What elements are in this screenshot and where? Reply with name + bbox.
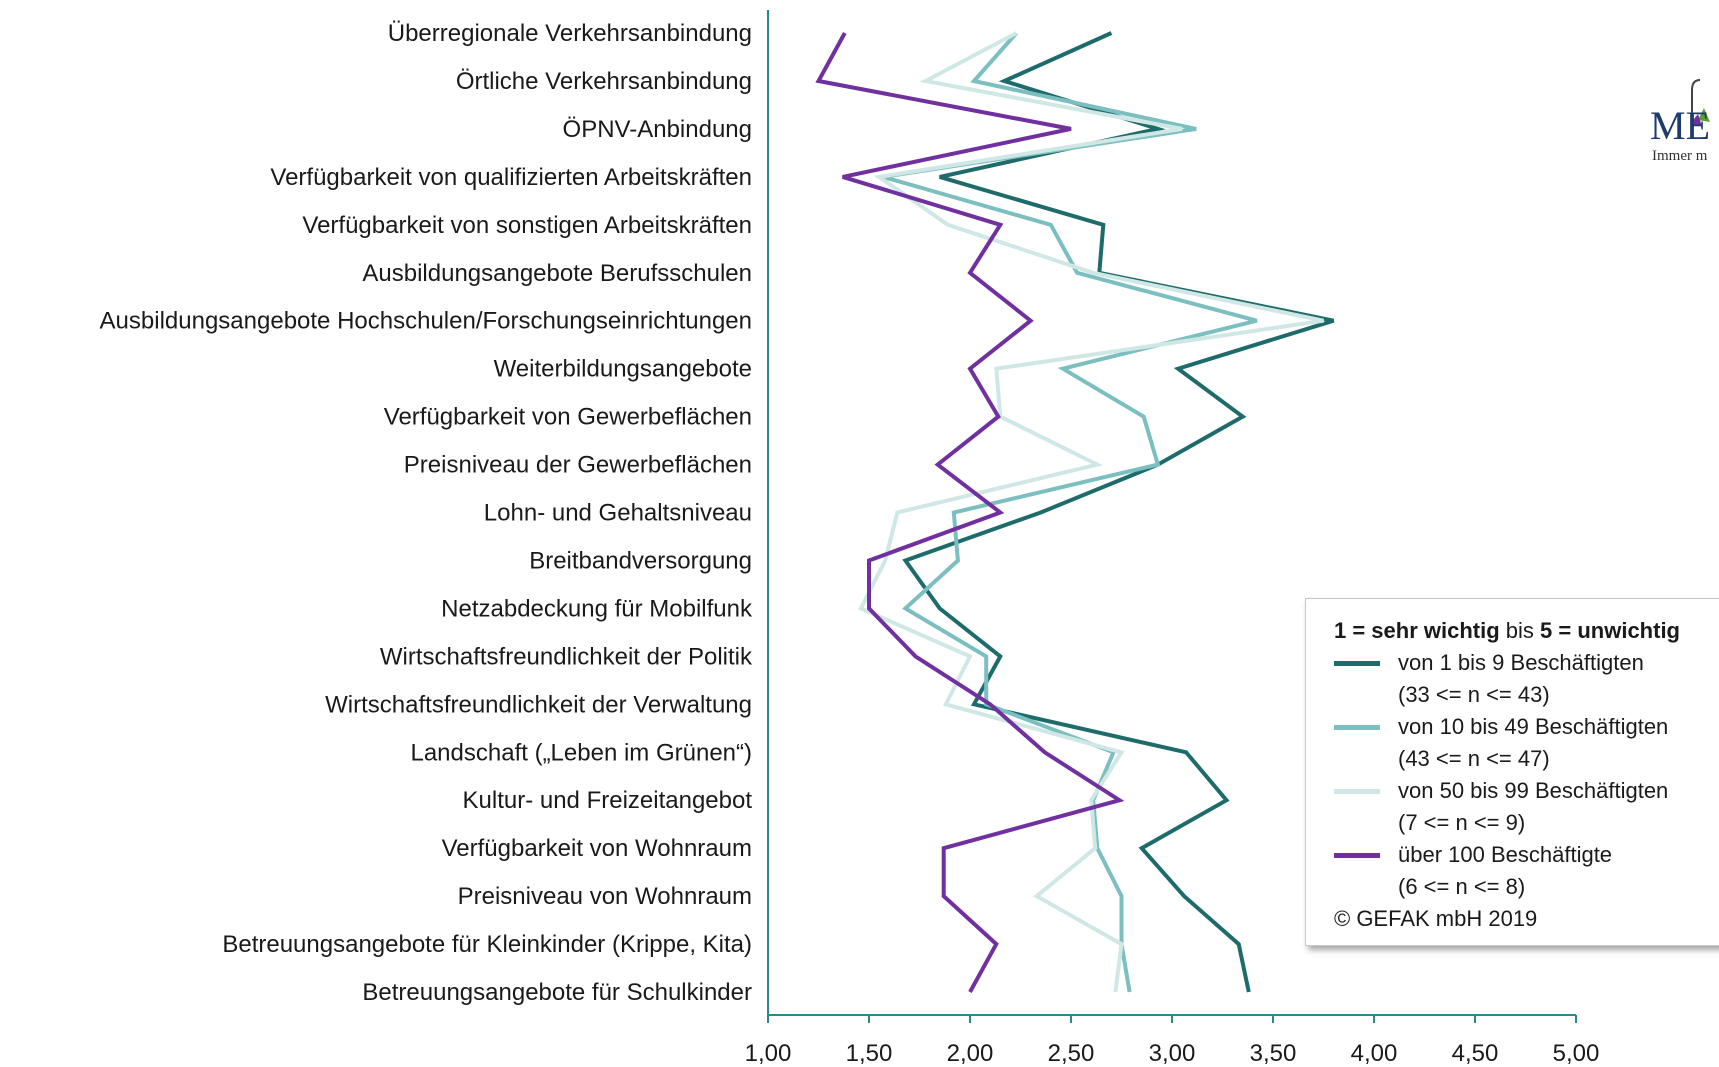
category-label: Überregionale Verkehrsanbindung [388,20,752,47]
legend-label: über 100 Beschäftigte [1398,842,1613,867]
logo-text: ME [1650,103,1710,148]
legend-item: von 10 bis 49 Beschäftigten [1334,711,1719,743]
category-label: ÖPNV-Anbindung [563,116,752,143]
category-label: Verfügbarkeit von Gewerbeflächen [384,404,752,431]
category-label: Verfügbarkeit von sonstigen Arbeitskräft… [302,212,752,239]
category-label: Preisniveau von Wohnraum [458,883,752,910]
legend-title: 1 = sehr wichtig bis 5 = unwichtig [1334,615,1719,647]
logo-subtext: Immer m [1652,148,1708,164]
series-line [858,31,1324,993]
x-tick-label: 5,00 [1553,1040,1600,1067]
legend-swatch [1334,660,1380,666]
x-axis-ticks: 1,00 1,50 2,00 2,50 3,00 3,50 4,00 4,50 5,00 [745,1015,1600,1067]
category-label: Ausbildungsangebote Hochschulen/Forschun… [100,308,752,335]
logo-mark-icon [1690,79,1710,136]
category-label: Kultur- und Freizeitangebot [463,787,753,814]
category-label: Ausbildungsangebote Berufsschulen [362,260,752,287]
legend-title-mid: bis [1499,618,1541,643]
category-label: Landschaft („Leben im Grünen“) [410,739,752,766]
company-logo: ME Immer m [1650,38,1719,168]
x-tick-label: 2,00 [947,1040,994,1067]
legend-note: (33 <= n <= 43) [1398,682,1550,707]
legend-note: (43 <= n <= 47) [1398,746,1550,771]
series-lines [815,31,1335,993]
category-labels: Überregionale Verkehrsanbindung Örtliche … [100,20,753,1006]
series-line [902,31,1335,993]
x-tick-label: 4,50 [1452,1040,1499,1067]
legend: 1 = sehr wichtig bis 5 = unwichtig von 1… [1305,598,1719,946]
category-label: Wirtschaftsfreundlichkeit der Politik [380,643,753,670]
category-label: Verfügbarkeit von Wohnraum [442,835,752,862]
legend-items: von 1 bis 9 Beschäftigten (33 <= n <= 43)… [1334,647,1719,903]
legend-title-bold-2: 5 = unwichtig [1540,618,1680,643]
legend-swatch [1334,788,1380,794]
x-tick-label: 1,00 [745,1040,792,1067]
x-tick-label: 2,50 [1048,1040,1095,1067]
legend-item: von 1 bis 9 Beschäftigten [1334,647,1719,679]
category-label: Wirtschaftsfreundlichkeit der Verwaltung [325,691,752,718]
category-label: Preisniveau der Gewerbeflächen [404,452,752,479]
x-tick-label: 4,00 [1351,1040,1398,1067]
legend-label: von 1 bis 9 Beschäftigten [1398,650,1644,675]
legend-label: von 10 bis 49 Beschäftigten [1398,714,1669,739]
series-line [882,31,1258,993]
category-label: Betreuungsangebote für Kleinkinder (Krip… [222,931,752,958]
legend-note: (7 <= n <= 9) [1398,810,1526,835]
legend-item: über 100 Beschäftigte [1334,839,1719,871]
legend-swatch [1334,724,1380,730]
category-label: Lohn- und Gehaltsniveau [484,500,752,527]
legend-note: (6 <= n <= 8) [1398,874,1526,899]
legend-swatch [1334,852,1380,858]
legend-copyright: © GEFAK mbH 2019 [1334,906,1538,931]
legend-label: von 50 bis 99 Beschäftigten [1398,778,1669,803]
category-label: Verfügbarkeit von qualifizierten Arbeits… [270,164,752,191]
legend-title-bold-1: 1 = sehr wichtig [1334,618,1500,643]
x-tick-label: 3,00 [1149,1040,1196,1067]
category-label: Örtliche Verkehrsanbindung [456,68,752,95]
x-tick-label: 3,50 [1250,1040,1297,1067]
series-line [815,32,1125,993]
category-label: Netzabdeckung für Mobilfunk [441,595,753,622]
category-label: Weiterbildungsangebote [494,356,752,383]
legend-item: von 50 bis 99 Beschäftigten [1334,775,1719,807]
category-label: Breitbandversorgung [529,547,752,574]
x-tick-label: 1,50 [846,1040,893,1067]
category-label: Betreuungsangebote für Schulkinder [362,979,752,1006]
